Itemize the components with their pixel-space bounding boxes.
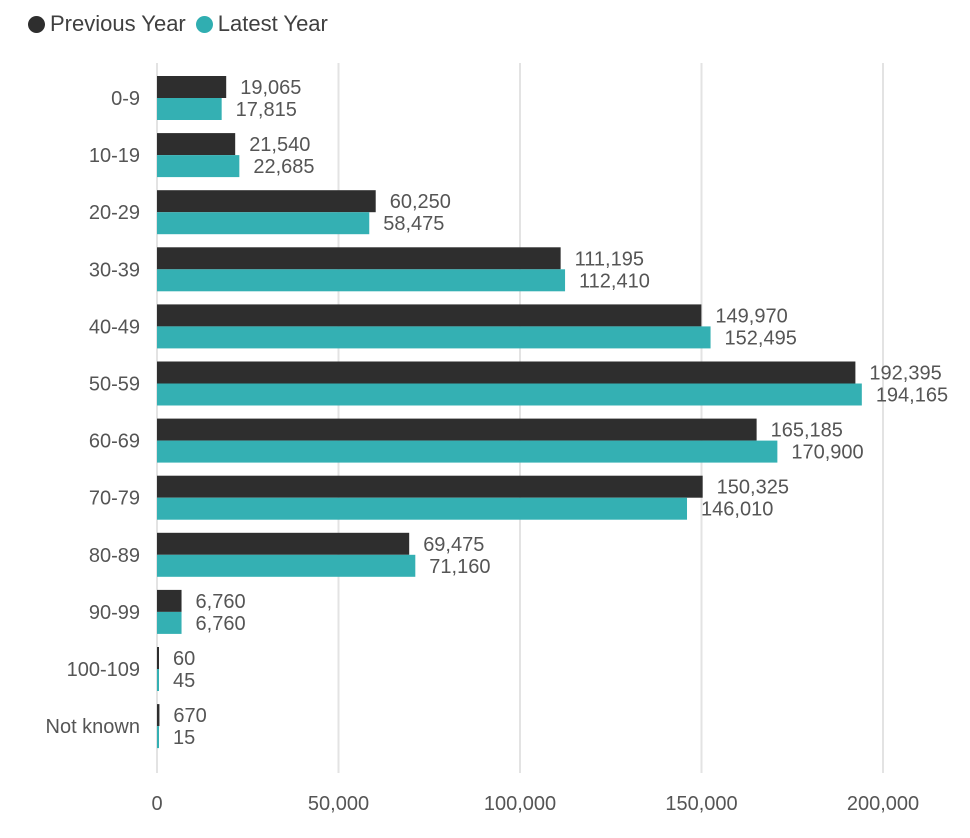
value-label-previous-year: 670 bbox=[173, 705, 206, 727]
bar-previous-year bbox=[157, 361, 856, 384]
category-label: 0-9 bbox=[111, 88, 140, 110]
x-tick-label: 150,000 bbox=[665, 793, 737, 815]
x-tick-label: 50,000 bbox=[308, 793, 369, 815]
category-label: 100-109 bbox=[67, 659, 140, 681]
category-label: 70-79 bbox=[89, 488, 140, 510]
value-label-latest-year: 17,815 bbox=[236, 99, 297, 121]
value-label-latest-year: 71,160 bbox=[429, 556, 490, 578]
bar-previous-year bbox=[157, 76, 227, 98]
category-label: 30-39 bbox=[89, 259, 140, 281]
category-label: 80-89 bbox=[89, 545, 140, 567]
legend: Previous Year Latest Year bbox=[28, 10, 328, 38]
bar-previous-year bbox=[157, 704, 160, 727]
value-label-previous-year: 60 bbox=[173, 648, 195, 670]
legend-item-latest-year[interactable]: Latest Year bbox=[195, 11, 328, 37]
value-label-latest-year: 152,495 bbox=[725, 327, 797, 349]
bar-previous-year bbox=[157, 532, 410, 555]
bar-previous-year bbox=[157, 247, 561, 270]
bar-latest-year bbox=[157, 269, 566, 292]
x-tick-label: 200,000 bbox=[847, 793, 919, 815]
value-label-previous-year: 6,760 bbox=[196, 591, 246, 613]
value-label-previous-year: 69,475 bbox=[423, 534, 484, 556]
bar-previous-year bbox=[157, 475, 703, 498]
value-label-previous-year: 165,185 bbox=[771, 420, 843, 442]
bar-latest-year bbox=[157, 726, 159, 749]
value-label-previous-year: 150,325 bbox=[717, 477, 789, 499]
value-label-latest-year: 58,475 bbox=[383, 213, 444, 235]
value-label-previous-year: 111,195 bbox=[575, 248, 644, 270]
bar-latest-year bbox=[157, 326, 711, 349]
value-label-previous-year: 21,540 bbox=[249, 134, 310, 156]
category-label: 20-29 bbox=[89, 202, 140, 224]
bar-latest-year bbox=[157, 155, 240, 178]
bar-latest-year bbox=[157, 212, 370, 235]
legend-label-latest-year: Latest Year bbox=[217, 11, 328, 36]
legend-label-previous-year: Previous Year bbox=[50, 11, 186, 36]
bar-latest-year bbox=[157, 669, 159, 691]
value-label-latest-year: 6,760 bbox=[196, 613, 246, 635]
bar-latest-year bbox=[157, 554, 416, 577]
value-label-latest-year: 22,685 bbox=[253, 156, 314, 178]
bar-latest-year bbox=[157, 440, 778, 463]
value-label-latest-year: 146,010 bbox=[701, 499, 773, 521]
category-label: 60-69 bbox=[89, 431, 140, 453]
bar-latest-year bbox=[157, 98, 222, 120]
legend-swatch-latest-year bbox=[195, 15, 213, 33]
x-tick-label: 100,000 bbox=[484, 793, 556, 815]
value-label-latest-year: 194,165 bbox=[876, 385, 948, 407]
bar-latest-year bbox=[157, 383, 862, 406]
legend-item-previous-year[interactable]: Previous Year bbox=[28, 11, 186, 37]
bar-previous-year bbox=[157, 133, 236, 156]
value-label-latest-year: 112,410 bbox=[579, 270, 650, 292]
value-label-previous-year: 60,250 bbox=[390, 191, 451, 213]
value-label-previous-year: 149,970 bbox=[715, 305, 787, 327]
value-label-previous-year: 19,065 bbox=[240, 77, 301, 99]
bar-previous-year bbox=[157, 589, 182, 612]
bar-previous-year bbox=[157, 304, 702, 327]
value-label-latest-year: 45 bbox=[173, 670, 195, 692]
category-label: 90-99 bbox=[89, 602, 140, 624]
value-label-latest-year: 170,900 bbox=[791, 442, 863, 464]
bar-latest-year bbox=[157, 611, 182, 634]
x-tick-label: 0 bbox=[151, 793, 162, 815]
value-label-previous-year: 192,395 bbox=[869, 363, 941, 385]
value-label-latest-year: 15 bbox=[173, 727, 195, 749]
bar-previous-year bbox=[157, 647, 159, 669]
legend-swatch-previous-year bbox=[28, 15, 45, 33]
category-label: 40-49 bbox=[89, 316, 140, 338]
bar-previous-year bbox=[157, 190, 376, 213]
category-label: Not known bbox=[46, 716, 141, 738]
category-label: 10-19 bbox=[89, 145, 140, 167]
bar-previous-year bbox=[157, 418, 757, 441]
category-label: 50-59 bbox=[89, 374, 140, 396]
bar-latest-year bbox=[157, 497, 688, 520]
